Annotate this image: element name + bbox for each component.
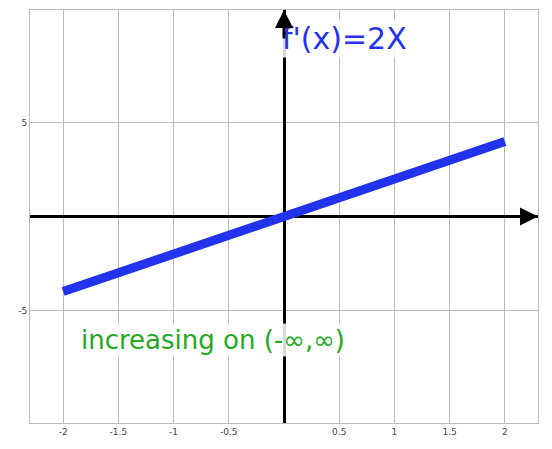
svg-text:1: 1 <box>392 427 398 437</box>
svg-text:f'(x)=2X: f'(x)=2X <box>282 21 407 56</box>
svg-text:0.5: 0.5 <box>332 427 346 437</box>
svg-text:2: 2 <box>502 427 508 437</box>
svg-text:5: 5 <box>21 118 27 128</box>
svg-text:-1.5: -1.5 <box>110 427 128 437</box>
svg-text:-0.5: -0.5 <box>220 427 238 437</box>
svg-text:-5: -5 <box>18 306 27 316</box>
svg-text:increasing on (-∞,∞): increasing on (-∞,∞) <box>81 325 345 355</box>
svg-text:-2: -2 <box>59 427 68 437</box>
svg-text:1.5: 1.5 <box>442 427 456 437</box>
svg-text:-1: -1 <box>169 427 178 437</box>
